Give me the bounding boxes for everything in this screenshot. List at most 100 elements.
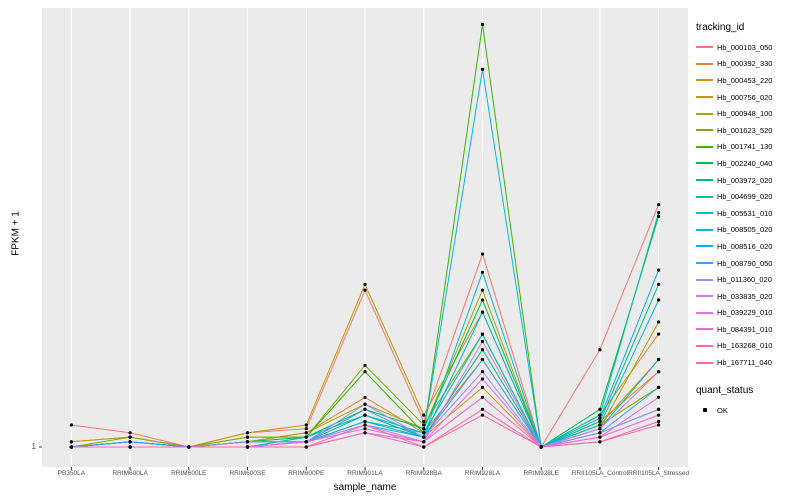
data-point bbox=[69, 423, 73, 427]
legend-item-Hb_039229_010: Hb_039229_010 bbox=[696, 305, 800, 322]
quant-legend-items: OK bbox=[696, 402, 800, 419]
data-point bbox=[128, 435, 132, 439]
legend-key-line-icon bbox=[696, 105, 713, 122]
legend-key-line-icon bbox=[696, 288, 713, 305]
legend-item-Hb_008790_050: Hb_008790_050 bbox=[696, 255, 800, 272]
y-axis-title: FPKM + 1 bbox=[10, 211, 22, 256]
legend-key-line-icon bbox=[696, 255, 713, 272]
data-point bbox=[69, 445, 73, 449]
data-point bbox=[480, 288, 485, 292]
x-tick-label-RRIM600PE: RRIM600PE bbox=[288, 470, 325, 477]
x-tick-label-RRIM600LE: RRIM600LE bbox=[171, 470, 207, 477]
legend-key-line-icon bbox=[696, 122, 713, 139]
legend-label: Hb_039229_010 bbox=[717, 308, 773, 318]
data-point bbox=[598, 419, 602, 424]
legend-items: Hb_000103_050 Hb_000392_330 Hb_000453_220 H… bbox=[696, 39, 800, 371]
data-point bbox=[657, 423, 661, 427]
data-point bbox=[422, 435, 426, 439]
data-point bbox=[598, 427, 602, 431]
data-point bbox=[363, 407, 367, 411]
legend-label: Hb_001623_520 bbox=[717, 125, 773, 135]
legend-label: Hb_033835_020 bbox=[717, 291, 773, 301]
legend-item-Hb_000103_050: Hb_000103_050 bbox=[696, 39, 800, 56]
data-point bbox=[480, 22, 485, 27]
legend-item-Hb_008505_020: Hb_008505_020 bbox=[696, 222, 800, 239]
data-point bbox=[245, 435, 250, 439]
legend-key-line-icon bbox=[696, 304, 713, 321]
x-tick-label-RRII105LA_Control: RRII105LA_Control bbox=[571, 470, 629, 477]
data-point bbox=[245, 431, 250, 435]
legend-title-tracking-id: tracking_id bbox=[696, 22, 745, 33]
legend-label: Hb_003972_020 bbox=[717, 175, 773, 185]
data-point bbox=[245, 440, 250, 444]
data-point bbox=[304, 435, 308, 439]
data-point bbox=[480, 358, 485, 362]
legend-label: Hb_008516_020 bbox=[717, 241, 773, 251]
legend-item-Hb_163268_010: Hb_163268_010 bbox=[696, 338, 800, 355]
legend-key-line-icon bbox=[696, 172, 713, 189]
legend-item-Hb_002240_040: Hb_002240_040 bbox=[696, 155, 800, 172]
legend-key-line-icon bbox=[696, 354, 713, 371]
data-point bbox=[363, 419, 367, 424]
data-point bbox=[598, 431, 602, 435]
data-point bbox=[598, 435, 602, 439]
data-point bbox=[598, 407, 602, 411]
data-point bbox=[480, 413, 485, 417]
legend-key-line-icon bbox=[696, 221, 713, 238]
data-point bbox=[657, 407, 661, 411]
data-point bbox=[422, 427, 426, 431]
y-tick-label: 1 bbox=[31, 442, 36, 451]
legend-item-Hb_000453_220: Hb_000453_220 bbox=[696, 72, 800, 89]
legend-label: Hb_084391_010 bbox=[717, 324, 773, 334]
legend-label: Hb_163268_010 bbox=[717, 341, 773, 351]
data-point bbox=[657, 385, 661, 389]
x-tick-label-RRIM600SE: RRIM600SE bbox=[229, 470, 266, 477]
legend-label: Hb_000756_020 bbox=[717, 92, 773, 102]
data-point bbox=[422, 423, 426, 427]
data-point bbox=[245, 445, 250, 449]
data-point bbox=[657, 419, 661, 424]
data-point bbox=[657, 211, 661, 215]
legend-label: Hb_000103_050 bbox=[717, 42, 773, 52]
data-point bbox=[598, 423, 602, 427]
legend-label: Hb_167711_040 bbox=[717, 358, 772, 368]
data-point bbox=[363, 423, 367, 427]
data-point bbox=[363, 282, 367, 286]
legend-title-quant-status: quant_status bbox=[696, 384, 754, 396]
data-point bbox=[657, 358, 661, 362]
data-point bbox=[304, 445, 308, 449]
x-tick-label-RRIM901LA: RRIM901LA bbox=[347, 470, 383, 477]
data-point bbox=[598, 416, 602, 420]
data-point bbox=[480, 395, 485, 399]
data-point bbox=[128, 431, 132, 435]
legend-key-line-icon bbox=[696, 238, 713, 255]
legend-item-Hb_000756_020: Hb_000756_020 bbox=[696, 89, 800, 106]
legend-key-line-icon bbox=[696, 55, 713, 72]
data-point bbox=[363, 427, 367, 431]
data-point bbox=[363, 288, 367, 292]
data-point bbox=[304, 423, 308, 427]
quant-legend-item-OK: OK bbox=[696, 402, 800, 419]
data-point bbox=[363, 431, 367, 435]
data-point bbox=[657, 320, 661, 324]
legend-label: Hb_008790_050 bbox=[717, 258, 773, 268]
legend-label: Hb_011360_020 bbox=[717, 275, 772, 285]
legend-label: Hb_005531_010 bbox=[717, 208, 773, 218]
legend-item-Hb_000948_100: Hb_000948_100 bbox=[696, 105, 800, 122]
legend-item-Hb_033835_020: Hb_033835_020 bbox=[696, 288, 800, 305]
x-tick-label-RRIM928BA: RRIM928BA bbox=[405, 470, 442, 477]
legend-item-Hb_003972_020: Hb_003972_020 bbox=[696, 172, 800, 189]
legend-key-line-icon bbox=[696, 39, 713, 56]
data-point bbox=[69, 440, 73, 444]
data-point bbox=[657, 413, 661, 417]
data-point bbox=[539, 445, 543, 449]
x-axis-title: sample_name bbox=[333, 482, 397, 493]
data-point bbox=[187, 445, 191, 449]
data-point bbox=[480, 348, 485, 352]
data-point bbox=[598, 413, 602, 417]
legend-item-Hb_008516_020: Hb_008516_020 bbox=[696, 238, 800, 255]
legend-label: Hb_008505_020 bbox=[717, 225, 773, 235]
data-point bbox=[480, 298, 485, 302]
